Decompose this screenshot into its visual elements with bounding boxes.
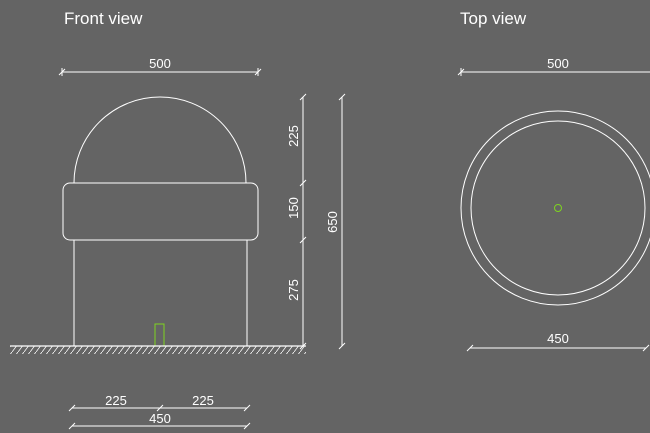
door-marker — [154, 323, 165, 347]
dim-front-total-height — [338, 93, 346, 350]
dim-base-width-label: 450 — [149, 411, 171, 426]
dim-front-base-width — [68, 422, 251, 430]
dim-band-height-label: 150 — [286, 197, 301, 219]
dim-front-half-widths — [68, 404, 251, 412]
dim-half-left-label: 225 — [105, 393, 127, 408]
dim-base-height-label: 275 — [286, 279, 301, 301]
dome-outline — [73, 96, 247, 184]
ground — [10, 345, 306, 354]
dim-dome-height-label: 225 — [286, 125, 301, 147]
band-outline — [62, 182, 259, 241]
top-view-title: Top view — [460, 9, 527, 28]
dim-top-outer — [457, 68, 650, 76]
top-view — [460, 110, 650, 306]
dim-top-outer-label: 500 — [547, 56, 569, 71]
dim-front-height-chain — [299, 93, 307, 350]
dim-total-height-label: 650 — [325, 211, 340, 233]
dim-half-right-label: 225 — [192, 393, 214, 408]
dim-top-inner — [466, 344, 650, 352]
front-view-title: Front view — [64, 9, 143, 28]
top-center-marker — [554, 204, 562, 212]
top-outer-circle — [460, 110, 650, 306]
front-view — [62, 96, 259, 347]
ground-hatch — [10, 346, 306, 354]
base-outline — [73, 240, 248, 346]
dim-front-width — [58, 68, 262, 76]
top-inner-circle — [470, 120, 646, 296]
dim-front-width-label: 500 — [149, 56, 171, 71]
dim-top-inner-label: 450 — [547, 331, 569, 346]
